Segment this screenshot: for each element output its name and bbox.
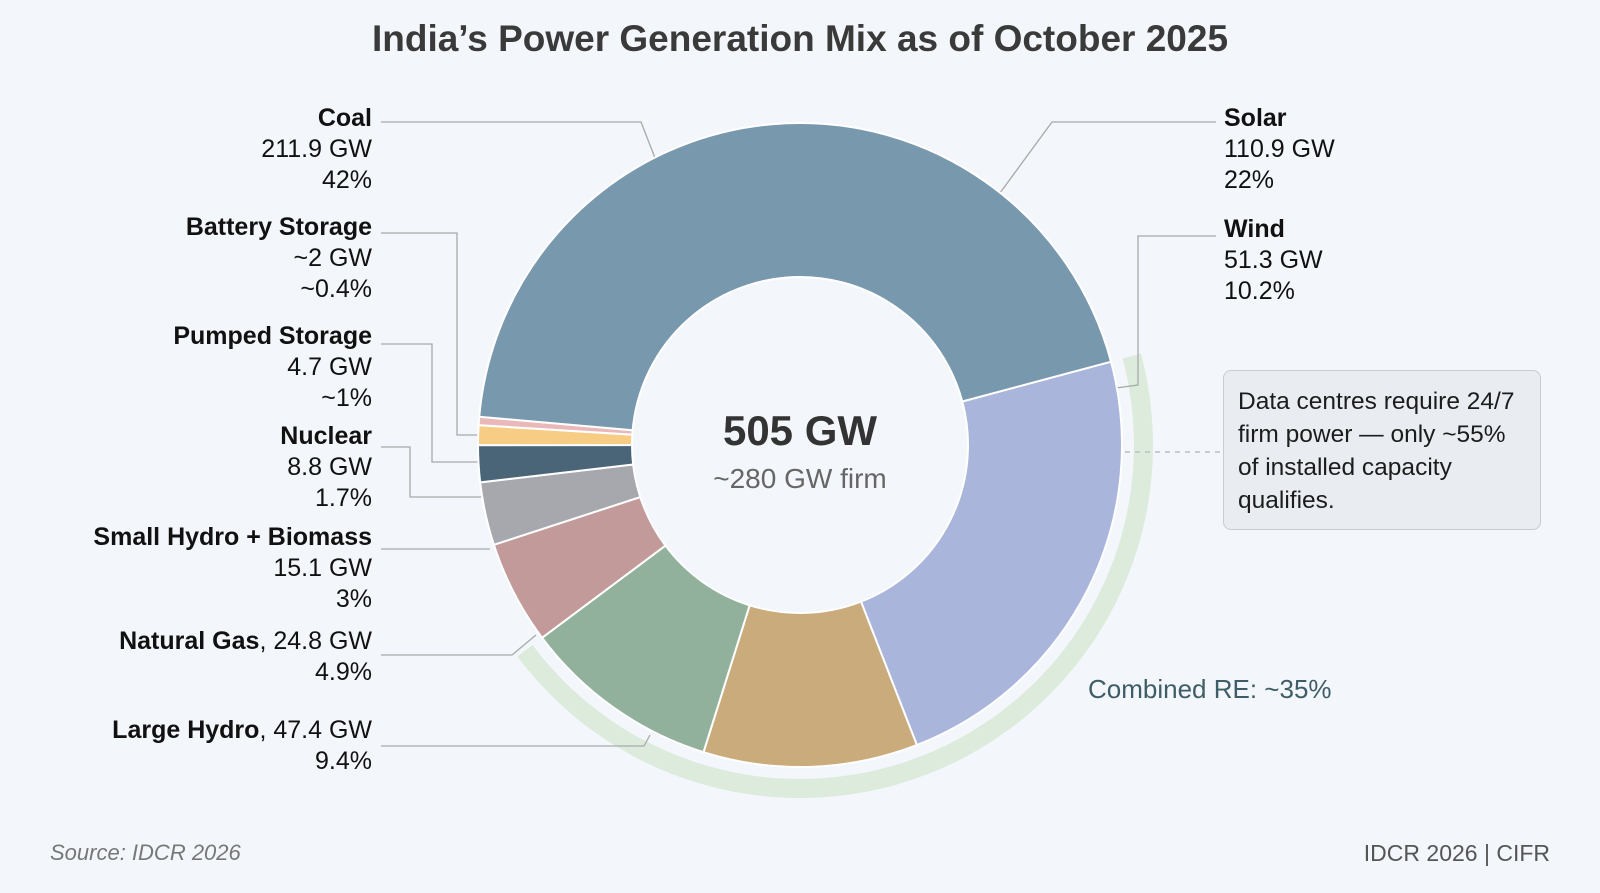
label-gw: 47.4 GW xyxy=(273,716,372,744)
center-total: 505 GW xyxy=(722,407,878,454)
label-battery-storage: Battery Storage ~2 GW ~0.4% xyxy=(186,212,372,305)
leader-line-natural-gas xyxy=(381,634,537,656)
label-gw: 24.8 GW xyxy=(273,627,372,655)
credit-note: IDCR 2026 | CIFR xyxy=(1363,840,1550,866)
label-separator: , xyxy=(259,627,274,655)
label-gw: 8.8 GW xyxy=(287,453,372,481)
chart-title: India’s Power Generation Mix as of Octob… xyxy=(371,18,1229,59)
label-gw: 51.3 GW xyxy=(1224,246,1323,274)
label-name: Pumped Storage xyxy=(173,322,372,350)
label-name: Solar xyxy=(1224,104,1287,132)
label-natural-gas: Natural Gas, 24.8 GW 4.9% xyxy=(119,626,372,688)
center-firm: ~280 GW firm xyxy=(713,463,887,494)
label-name: Nuclear xyxy=(280,422,372,450)
leader-line-large-hydro xyxy=(381,734,651,747)
label-gw: 15.1 GW xyxy=(273,554,372,582)
source-note: Source: IDCR 2026 xyxy=(50,840,241,865)
leader-line-pumped xyxy=(381,343,480,463)
label-large-hydro: Large Hydro, 47.4 GW 9.4% xyxy=(112,715,372,777)
label-pct: ~1% xyxy=(321,384,372,412)
label-name: Small Hydro + Biomass xyxy=(93,523,372,551)
label-pumped-storage: Pumped Storage 4.7 GW ~1% xyxy=(173,321,372,414)
label-small-hydro-biomass: Small Hydro + Biomass 15.1 GW 3% xyxy=(93,522,372,615)
slice-solar xyxy=(859,360,1123,747)
leader-line-solar xyxy=(996,121,1216,198)
label-wind: Wind 51.3 GW 10.2% xyxy=(1224,214,1323,307)
label-gw: 4.7 GW xyxy=(287,353,372,381)
label-pct: 1.7% xyxy=(315,484,372,512)
label-separator: , xyxy=(259,716,274,744)
label-name: Coal xyxy=(317,104,372,132)
slice-coal xyxy=(478,122,1113,432)
label-name: Battery Storage xyxy=(185,213,372,241)
leader-line-wind xyxy=(1115,235,1216,389)
label-pct: ~0.4% xyxy=(300,275,372,303)
label-coal: Coal 211.9 GW 42% xyxy=(261,103,372,196)
label-name: Large Hydro xyxy=(112,716,260,744)
label-gw: 211.9 GW xyxy=(261,135,372,163)
label-name: Wind xyxy=(1224,215,1285,243)
leader-line-battery xyxy=(381,232,480,436)
leader-line-coal xyxy=(381,121,658,164)
label-pct: 3% xyxy=(335,585,372,613)
label-pct: 22% xyxy=(1224,166,1275,194)
label-name: Natural Gas xyxy=(119,627,260,655)
combined-re-label: Combined RE: ~35% xyxy=(1088,674,1332,704)
label-gw: 110.9 GW xyxy=(1224,135,1335,163)
label-nuclear: Nuclear 8.8 GW 1.7% xyxy=(280,421,372,514)
label-pct: 9.4% xyxy=(315,747,372,775)
label-pct: 4.9% xyxy=(315,658,372,686)
leader-line-nuclear xyxy=(381,446,482,498)
label-pct: 42% xyxy=(321,166,372,194)
callout-box: Data centres require 24/7 firm power — o… xyxy=(1223,370,1541,530)
label-solar: Solar 110.9 GW 22% xyxy=(1224,103,1335,196)
label-pct: 10.2% xyxy=(1224,277,1295,305)
label-gw: ~2 GW xyxy=(293,244,373,272)
